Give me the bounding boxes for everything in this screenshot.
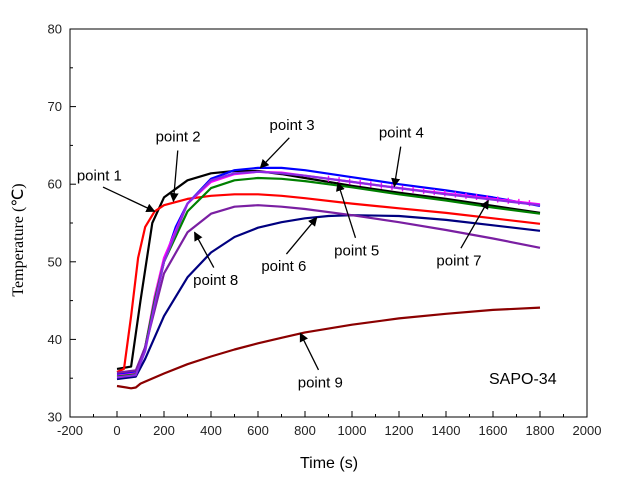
x-tick-label: 1600 bbox=[479, 423, 508, 438]
annotation-arrow-8 bbox=[193, 231, 215, 268]
annotation-arrow-3 bbox=[259, 137, 290, 169]
y-tick-label: 60 bbox=[48, 177, 62, 192]
annotation-label-4: point 4 bbox=[379, 125, 424, 142]
annotation-arrow-5 bbox=[336, 181, 357, 238]
x-tick-label: 0 bbox=[113, 423, 120, 438]
y-tick-label: 70 bbox=[48, 99, 62, 114]
annotation-arrow-2 bbox=[169, 150, 179, 203]
series-line-point-1 bbox=[116, 169, 541, 370]
y-tick-label: 30 bbox=[48, 410, 62, 425]
annotation-label-5: point 5 bbox=[334, 243, 379, 260]
annotation-label-3: point 3 bbox=[270, 117, 315, 134]
annotation-label-8: point 8 bbox=[193, 272, 238, 289]
x-tick-label: 1800 bbox=[526, 423, 555, 438]
annotation-arrow-1 bbox=[102, 186, 156, 212]
series-line-point-5 bbox=[116, 176, 541, 378]
annotation-arrow-7 bbox=[460, 199, 489, 249]
x-tick-label: -200 bbox=[57, 423, 83, 438]
x-tick-label: 800 bbox=[294, 423, 316, 438]
axes-layer: -200 0 200 400 600 800 1000 1200 1400 1600 1800 200… bbox=[48, 22, 602, 439]
sample-label: SAPO-34 bbox=[489, 371, 557, 388]
x-tick-label: 200 bbox=[153, 423, 175, 438]
series-line-point-6 bbox=[116, 214, 541, 381]
series-line-point-2 bbox=[116, 193, 541, 374]
annotation-label-6: point 6 bbox=[261, 258, 306, 275]
series-layer bbox=[116, 166, 541, 390]
annotation-arrow-6 bbox=[285, 216, 318, 255]
x-axis-title: Time (s) bbox=[300, 455, 358, 472]
y-tick-label: 50 bbox=[48, 254, 62, 269]
annotation-label-2: point 2 bbox=[156, 129, 201, 146]
x-tick-label: 600 bbox=[247, 423, 269, 438]
x-tick-label: 1000 bbox=[338, 423, 367, 438]
series-line-point-8 bbox=[116, 170, 541, 379]
annotation-label-1: point 1 bbox=[77, 167, 122, 184]
y-tick-label: 80 bbox=[48, 22, 62, 37]
annotation-arrow-9 bbox=[299, 332, 320, 371]
y-axis-title: Temperature (℃) bbox=[10, 183, 27, 296]
x-tick-label: 1200 bbox=[385, 423, 414, 438]
annotation-layer: point 1 point 2 point 3 point 4 point 5 point… bbox=[77, 117, 489, 392]
y-tick-label: 40 bbox=[48, 332, 62, 347]
series-line-point-9 bbox=[116, 306, 541, 390]
annotation-label-9: point 9 bbox=[298, 375, 343, 392]
x-tick-label: 400 bbox=[200, 423, 222, 438]
annotation-label-7: point 7 bbox=[436, 253, 481, 270]
annotation-arrow-4 bbox=[391, 146, 402, 188]
x-tick-label: 1400 bbox=[432, 423, 461, 438]
x-tick-label: 2000 bbox=[573, 423, 602, 438]
